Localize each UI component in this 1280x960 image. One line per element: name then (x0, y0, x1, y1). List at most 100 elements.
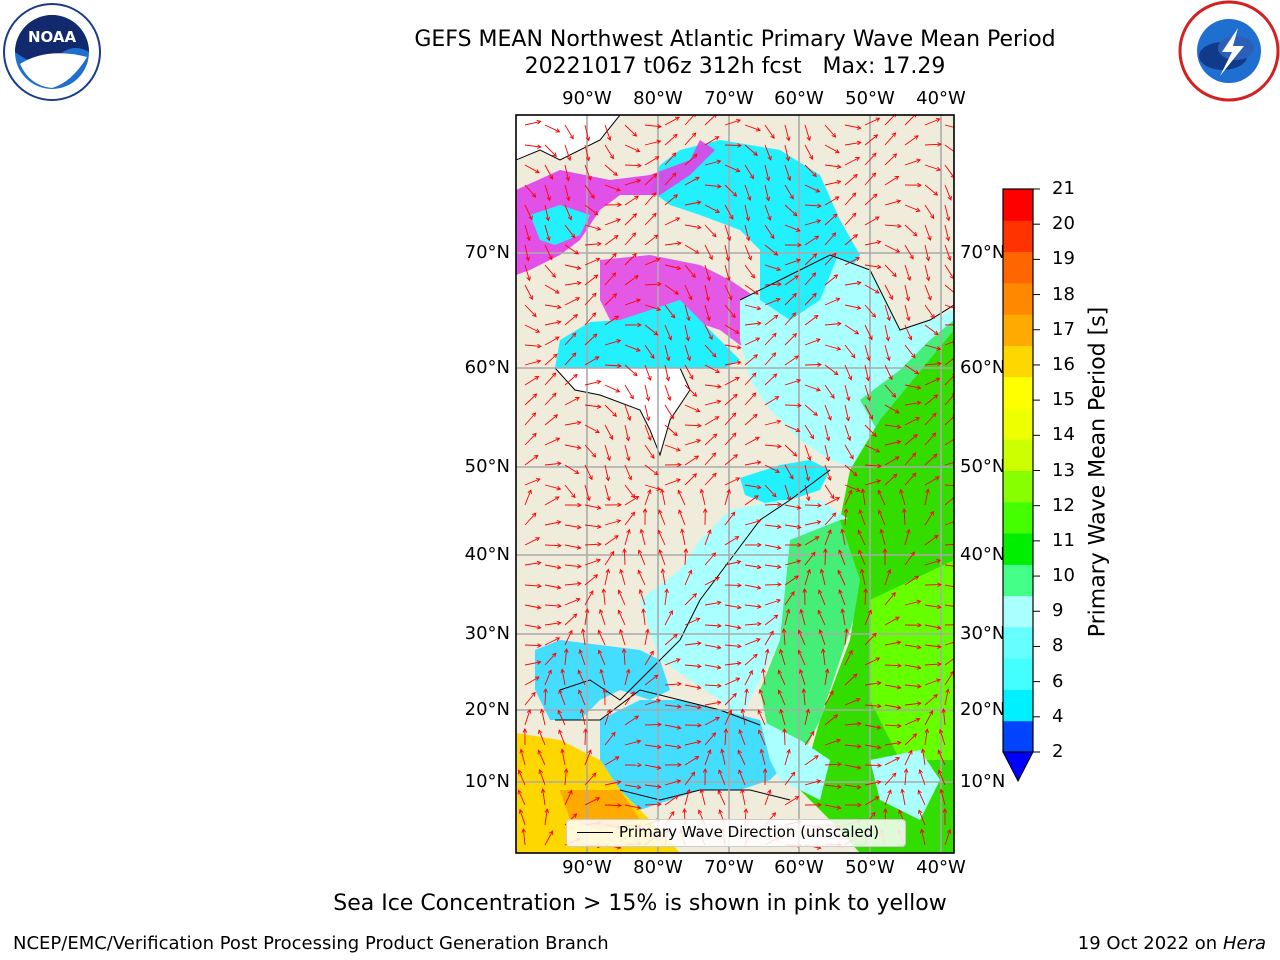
wave-direction-arrowhead (937, 644, 942, 649)
map-frame (515, 114, 955, 854)
wave-direction-arrow (844, 141, 861, 146)
wave-direction-arrow (864, 241, 881, 246)
wave-direction-arrow (524, 304, 537, 317)
wave-direction-arrowhead (613, 171, 618, 177)
wave-direction-arrowhead (575, 297, 581, 302)
wave-direction-arrowhead (606, 136, 612, 141)
wave-direction-arrow (804, 124, 811, 141)
wave-direction-arrow (738, 769, 746, 786)
wave-direction-arrowhead (711, 552, 717, 557)
wave-direction-arrowhead (716, 600, 722, 606)
wave-direction-arrowhead (831, 252, 837, 258)
wave-direction-arrow (584, 559, 601, 566)
wave-direction-arrowhead (933, 394, 939, 399)
wave-direction-arrowhead (852, 673, 858, 679)
wave-direction-arrowhead (615, 218, 621, 223)
wave-direction-arrowhead (794, 275, 799, 280)
wave-direction-arrowhead (716, 645, 722, 650)
wave-direction-arrowhead (851, 212, 857, 218)
wave-direction-arrow (684, 384, 697, 397)
wave-direction-arrowhead (615, 388, 621, 393)
wave-direction-arrowhead (916, 400, 922, 406)
wave-direction-arrowhead (711, 452, 717, 458)
wave-direction-arrow (864, 724, 881, 729)
wave-direction-arrow (624, 740, 641, 746)
wave-direction-arrowhead (555, 437, 561, 442)
colorbar-segment (1003, 376, 1033, 409)
wave-direction-arrowhead (764, 648, 770, 654)
wave-direction-arrow (844, 673, 858, 686)
wave-direction-arrowhead (792, 292, 797, 298)
wave-direction-arrowhead (844, 628, 849, 633)
wave-direction-arrow (884, 641, 901, 646)
wave-direction-arrowhead (531, 412, 537, 418)
wave-direction-arrowhead (538, 729, 543, 735)
wave-direction-arrowhead (848, 489, 853, 495)
wave-direction-arrow (804, 364, 822, 366)
wave-direction-arrow (624, 784, 641, 789)
wave-direction-arrowhead (853, 233, 858, 239)
wave-direction-arrow (804, 184, 820, 193)
wave-direction-arrow (658, 509, 666, 526)
wave-direction-arrowhead (606, 708, 612, 714)
wave-direction-arrow (644, 364, 652, 381)
wave-direction-arrow (724, 624, 741, 629)
wave-direction-arrow (904, 364, 919, 375)
wave-direction-arrowhead (669, 810, 675, 816)
wave-direction-arrow (584, 543, 602, 546)
wave-direction-arrowhead (702, 508, 708, 513)
wave-direction-arrowhead (885, 336, 891, 342)
wave-direction-arrow (584, 164, 592, 181)
wave-direction-arrowhead (653, 470, 659, 476)
wave-direction-arrow (924, 453, 938, 466)
wave-direction-arrowhead (876, 240, 882, 245)
wave-direction-arrowhead (767, 216, 772, 221)
wave-direction-arrow (944, 244, 951, 261)
wave-direction-arrowhead (735, 167, 741, 173)
wave-direction-arrow (584, 312, 596, 326)
wave-direction-arrowhead (553, 414, 559, 419)
wave-direction-arrow (584, 574, 598, 586)
wave-direction-arrowhead (668, 609, 673, 615)
wave-direction-arrowhead (877, 509, 883, 515)
wave-direction-arrowhead (716, 665, 722, 670)
wave-direction-arrowhead (551, 273, 557, 278)
colorbar-segment (1003, 314, 1033, 346)
wave-direction-arrow (644, 651, 654, 666)
wave-direction-arrow (904, 644, 921, 649)
wave-direction-arrow (544, 670, 552, 686)
lat-tick-left: 60°N (464, 357, 510, 378)
wave-direction-arrow (824, 274, 838, 286)
wave-direction-arrowhead (829, 690, 834, 696)
wave-direction-arrowhead (546, 236, 551, 242)
wave-direction-arrowhead (534, 376, 540, 381)
wave-direction-arrow (584, 484, 590, 501)
wave-direction-arrowhead (910, 551, 915, 557)
wave-direction-arrowhead (850, 353, 856, 359)
wave-direction-arrowhead (876, 725, 882, 730)
wave-direction-arrow (558, 689, 566, 706)
wave-direction-arrowhead (692, 153, 698, 159)
wave-direction-arrow (704, 115, 717, 126)
lon-tick-bottom: 60°W (774, 857, 824, 878)
wave-direction-arrowhead (918, 769, 923, 774)
wave-direction-arrowhead (574, 250, 580, 255)
wave-direction-arrow (624, 232, 636, 246)
wave-direction-arrow (864, 117, 880, 126)
wave-direction-arrowhead (856, 280, 862, 286)
wave-direction-arrow (544, 224, 550, 241)
wave-direction-arrow (884, 384, 896, 398)
wave-direction-arrow (841, 529, 846, 546)
wave-direction-arrowhead (531, 512, 537, 518)
wave-direction-arrow (824, 763, 842, 766)
wave-direction-arrow (724, 728, 727, 746)
wave-direction-arrow (764, 444, 781, 448)
wave-direction-arrow (822, 649, 826, 666)
wave-direction-arrow (798, 630, 806, 646)
wave-direction-arrow (864, 704, 881, 707)
wave-direction-arrow (584, 609, 588, 626)
wave-direction-arrow (524, 676, 540, 686)
wave-direction-arrow (664, 194, 678, 206)
wave-direction-arrowhead (627, 475, 633, 481)
wave-direction-arrowhead (836, 805, 842, 810)
